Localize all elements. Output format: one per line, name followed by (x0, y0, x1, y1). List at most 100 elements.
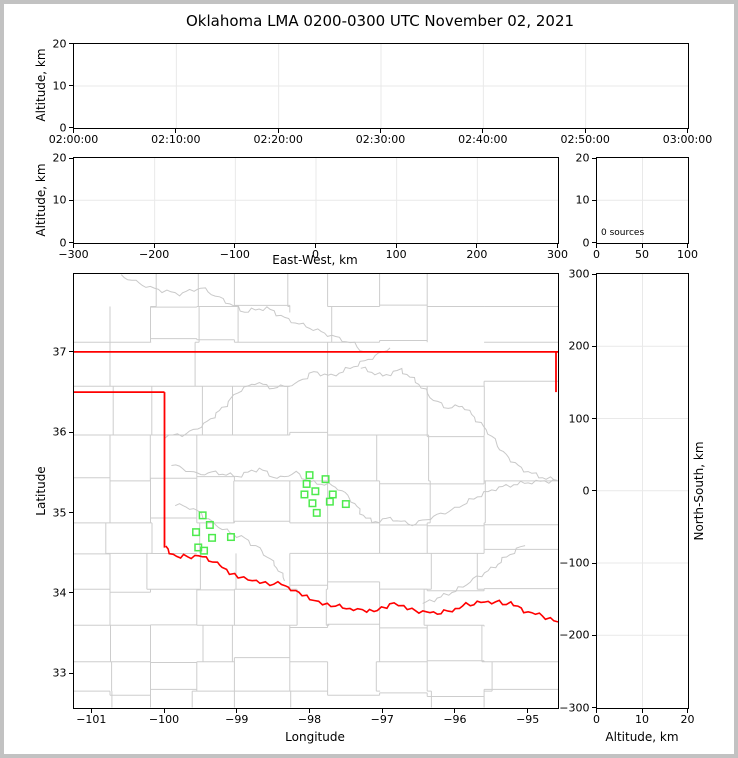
y-tick-label: 35 (52, 506, 67, 520)
y-tick-mark (68, 127, 73, 128)
station-marker (226, 533, 235, 542)
y-tick-label: 300 (568, 267, 590, 281)
y-tick-mark (68, 431, 73, 433)
x-tick-label: −101 (76, 712, 107, 726)
panel-altitude-vs-east-west[interactable] (72, 157, 559, 244)
y-tick-mark (68, 157, 73, 159)
x-tick-label: 100 (385, 247, 407, 261)
x-tick-mark (557, 243, 558, 248)
y-tick-label: −300 (559, 701, 590, 714)
y-tick-mark (591, 418, 596, 419)
p3-plot-area (596, 158, 688, 243)
figure-title: Oklahoma LMA 0200-0300 UTC November 02, … (185, 12, 575, 30)
x-tick-mark (476, 243, 478, 248)
x-tick-mark (315, 243, 316, 248)
panel-plan-view-map[interactable] (72, 273, 559, 709)
x-tick-mark (277, 128, 279, 133)
x-tick-mark (454, 708, 456, 713)
station-marker (191, 528, 200, 537)
y-tick-mark (591, 273, 596, 275)
x-tick-mark (596, 243, 597, 248)
x-tick-label: 0 (593, 712, 600, 726)
x-tick-label: −100 (148, 712, 180, 726)
p2-plot-area (73, 158, 558, 243)
panel-altitude-histogram[interactable] (595, 157, 689, 244)
x-tick-mark (687, 708, 688, 713)
p1-plot-area (73, 43, 688, 128)
x-tick-mark (73, 128, 74, 133)
x-tick-label: −300 (58, 247, 89, 261)
y-tick-mark (591, 562, 596, 564)
station-marker (299, 490, 308, 499)
y-tick-label: 37 (52, 345, 67, 359)
y-tick-label: −100 (559, 556, 590, 570)
x-tick-label: −100 (219, 247, 250, 261)
station-marker (341, 500, 350, 509)
station-marker (302, 479, 311, 488)
y-tick-label: 36 (52, 425, 67, 439)
y-tick-mark (68, 85, 73, 86)
station-marker (307, 499, 316, 508)
x-tick-label: 50 (635, 247, 649, 261)
x-tick-mark (163, 708, 165, 713)
y-tick-label: 10 (52, 193, 67, 207)
x-tick-mark (153, 243, 155, 248)
y-tick-label: 10 (575, 193, 590, 207)
station-marker (328, 490, 337, 499)
x-tick-mark (687, 128, 688, 133)
x-tick-label: 02:10:00 (151, 132, 201, 146)
x-tick-mark (381, 708, 383, 713)
x-tick-label: 10 (635, 712, 649, 726)
x-tick-mark (234, 243, 236, 248)
x-tick-label: 02:30:00 (355, 132, 406, 146)
y-tick-mark (68, 592, 73, 594)
x-tick-label: 100 (677, 247, 698, 261)
x-tick-label: 0 (312, 247, 319, 261)
y-tick-label: 0 (59, 236, 67, 249)
panel-altitude-vs-time[interactable] (72, 42, 689, 129)
y-tick-label: 34 (52, 586, 67, 600)
y-tick-mark (591, 242, 596, 243)
station-marker (199, 546, 208, 555)
x-tick-label: 03:00:00 (662, 132, 713, 146)
x-tick-label: −98 (297, 712, 322, 726)
y-tick-mark (68, 351, 73, 353)
x-tick-mark (527, 708, 529, 713)
y-tick-mark (68, 199, 73, 201)
x-tick-mark (584, 128, 586, 133)
y-tick-mark (591, 199, 596, 201)
x-tick-label: 02:50:00 (560, 132, 610, 146)
x-tick-mark (73, 243, 74, 248)
x-tick-mark (596, 708, 597, 713)
y-tick-label: 100 (568, 412, 590, 425)
x-tick-mark (309, 708, 310, 713)
y-tick-label: 200 (568, 339, 590, 353)
x-tick-label: 20 (680, 712, 695, 726)
x-tick-label: −200 (139, 247, 170, 261)
y-tick-label: 20 (575, 151, 590, 165)
y-tick-mark (591, 634, 596, 636)
y-tick-label: 0 (59, 121, 67, 134)
panel-north-south-vs-altitude[interactable] (595, 273, 689, 709)
x-tick-mark (482, 128, 484, 133)
map-xlabel: Longitude (285, 730, 345, 744)
y-tick-mark (68, 512, 73, 514)
x-tick-mark (395, 243, 397, 248)
sources-count-label: 0 sources (601, 228, 645, 238)
p2-xlabel: East-West, km (272, 253, 358, 267)
y-tick-mark (591, 707, 596, 708)
x-tick-label: 02:00:00 (48, 132, 99, 146)
x-tick-label: 300 (547, 247, 568, 261)
x-tick-mark (641, 243, 643, 248)
y-tick-mark (591, 157, 596, 159)
y-tick-mark (68, 242, 73, 243)
x-tick-label: −95 (516, 712, 540, 726)
state-border-lines (73, 351, 558, 623)
station-marker (205, 520, 214, 529)
x-tick-label: 200 (466, 247, 488, 261)
station-marker (312, 508, 321, 517)
y-tick-mark (591, 345, 596, 347)
x-tick-mark (687, 243, 688, 248)
y-tick-label: −200 (559, 628, 590, 642)
